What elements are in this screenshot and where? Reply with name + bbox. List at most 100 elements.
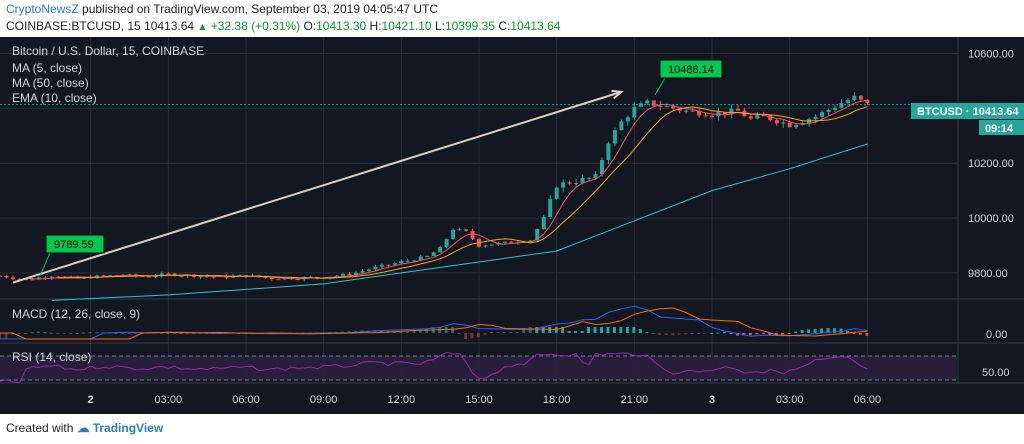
x-tick-label: 15:00 bbox=[465, 394, 493, 406]
macd-hist-bar bbox=[671, 333, 675, 335]
candle-body bbox=[360, 270, 365, 273]
candle-body bbox=[580, 177, 585, 184]
indicator-ma5[interactable]: MA (5, close) bbox=[12, 61, 82, 75]
macd-hist-bar bbox=[535, 327, 539, 333]
x-tick-label: 21:00 bbox=[621, 394, 649, 406]
candle-body bbox=[56, 276, 61, 278]
time-axis[interactable]: 2 03:00 06:00 09:00 12:00 15:00 18:00 21:00 3 03:… bbox=[88, 394, 882, 406]
chart-title: Bitcoin / U.S. Dollar, 15, COINBASE bbox=[12, 44, 204, 58]
candle-body bbox=[684, 110, 689, 112]
candle-body bbox=[593, 174, 598, 178]
macd-hist-bar bbox=[127, 333, 131, 334]
macd-hist-bar bbox=[625, 327, 629, 333]
candle-body bbox=[159, 273, 164, 276]
y-tick-label: 10200.00 bbox=[968, 158, 1014, 170]
macd-hist-bar bbox=[787, 333, 791, 334]
y-tick-label: 10600.00 bbox=[968, 48, 1014, 60]
macd-hist-bar bbox=[541, 327, 545, 333]
candle-body bbox=[794, 124, 799, 128]
x-tick-label: 09:00 bbox=[310, 394, 338, 406]
macd-hist-bar bbox=[561, 327, 565, 333]
macd-hist-bar bbox=[865, 333, 869, 336]
candle-body bbox=[729, 108, 734, 115]
candle-body bbox=[748, 116, 753, 119]
candle-body bbox=[567, 182, 572, 184]
candle-body bbox=[438, 246, 443, 253]
high-value: 10421.10 bbox=[381, 19, 432, 33]
last-price: 10413.64 bbox=[144, 19, 195, 33]
close-value: 10413.64 bbox=[510, 19, 561, 33]
candle-body bbox=[768, 115, 773, 121]
candle-body bbox=[638, 103, 643, 107]
countdown-bg bbox=[979, 120, 1024, 135]
candle-body bbox=[166, 273, 171, 275]
candle-body bbox=[315, 276, 320, 278]
candle-body bbox=[354, 272, 359, 276]
candle-body bbox=[528, 240, 533, 242]
macd-hist-bar bbox=[833, 328, 837, 333]
candle-body bbox=[43, 277, 48, 279]
candle-body bbox=[671, 106, 676, 109]
macd-hist-bar bbox=[710, 333, 714, 334]
candle-body bbox=[645, 100, 650, 104]
macd-hist-bar bbox=[88, 332, 92, 334]
x-tick-label: 2 bbox=[88, 394, 94, 406]
low-callout-box bbox=[45, 234, 105, 254]
macd-hist-bar bbox=[62, 333, 66, 334]
macd-hist-bar bbox=[451, 327, 455, 333]
indicator-ema10[interactable]: EMA (10, close) bbox=[12, 91, 97, 105]
macd-hist-bar bbox=[23, 333, 27, 334]
macd-hist-bar bbox=[522, 328, 526, 333]
ohlc-legend: COINBASE:BTCUSD, 15 10413.64 ▲ +32.38 (+… bbox=[6, 19, 560, 33]
bar-countdown: 09:14 bbox=[985, 123, 1014, 135]
macd-hist-bar bbox=[554, 327, 558, 333]
macd-hist-bar bbox=[826, 328, 830, 333]
candle-body bbox=[658, 105, 663, 107]
low-callout-stem bbox=[39, 252, 51, 276]
candle-body bbox=[431, 252, 436, 256]
macd-signal-line bbox=[0, 307, 868, 340]
macd-hist-bar bbox=[82, 332, 86, 334]
candle-body bbox=[153, 275, 158, 277]
trend-arrow-head bbox=[611, 89, 624, 100]
macd-hist-bar bbox=[664, 333, 668, 335]
indicator-ma50[interactable]: MA (50, close) bbox=[12, 76, 89, 90]
candle-body bbox=[418, 256, 423, 261]
macd-hist-bar bbox=[172, 333, 176, 334]
macd-hist-bar bbox=[444, 327, 448, 333]
candle-body bbox=[535, 229, 540, 241]
macd-hist-bar bbox=[405, 331, 409, 333]
candle-body bbox=[366, 269, 371, 271]
candle-body bbox=[17, 278, 22, 280]
macd-hist-bar bbox=[658, 333, 662, 335]
candle-body bbox=[425, 255, 430, 257]
candle-body bbox=[0, 275, 2, 277]
candle-body bbox=[574, 183, 579, 185]
candle-body bbox=[697, 110, 702, 116]
candle-body bbox=[101, 275, 106, 277]
candle-body bbox=[735, 108, 740, 111]
tradingview-text: TradingView bbox=[92, 421, 164, 435]
publisher-name[interactable]: CryptoNewsZ bbox=[6, 2, 79, 16]
macd-hist-bar bbox=[470, 333, 474, 339]
macd-hist-bar bbox=[36, 331, 40, 333]
high-label: H: bbox=[369, 19, 382, 33]
candle-body bbox=[269, 277, 274, 280]
candle-body bbox=[308, 276, 313, 278]
low-label: L: bbox=[434, 19, 445, 33]
macd-hist-bar bbox=[813, 329, 817, 333]
price-chart[interactable]: Bitcoin / U.S. Dollar, 15, COINBASE MA (… bbox=[0, 37, 1024, 414]
macd-hist-bar bbox=[599, 327, 603, 333]
candle-body bbox=[489, 244, 494, 246]
macd-label[interactable]: MACD (12, 26, close, 9) bbox=[12, 307, 140, 321]
tradingview-logo[interactable]: ☁ TradingView bbox=[77, 421, 163, 435]
candle-body bbox=[341, 273, 346, 276]
rsi-label[interactable]: RSI (14, close) bbox=[12, 350, 91, 364]
candle-body bbox=[852, 95, 857, 101]
high-callout-stem bbox=[654, 77, 666, 96]
macd-hist-bar bbox=[593, 327, 597, 333]
candle-body bbox=[690, 110, 695, 112]
macd-hist-bar bbox=[457, 333, 461, 334]
x-tick-label: 03:00 bbox=[776, 394, 804, 406]
candle-body bbox=[146, 276, 151, 278]
